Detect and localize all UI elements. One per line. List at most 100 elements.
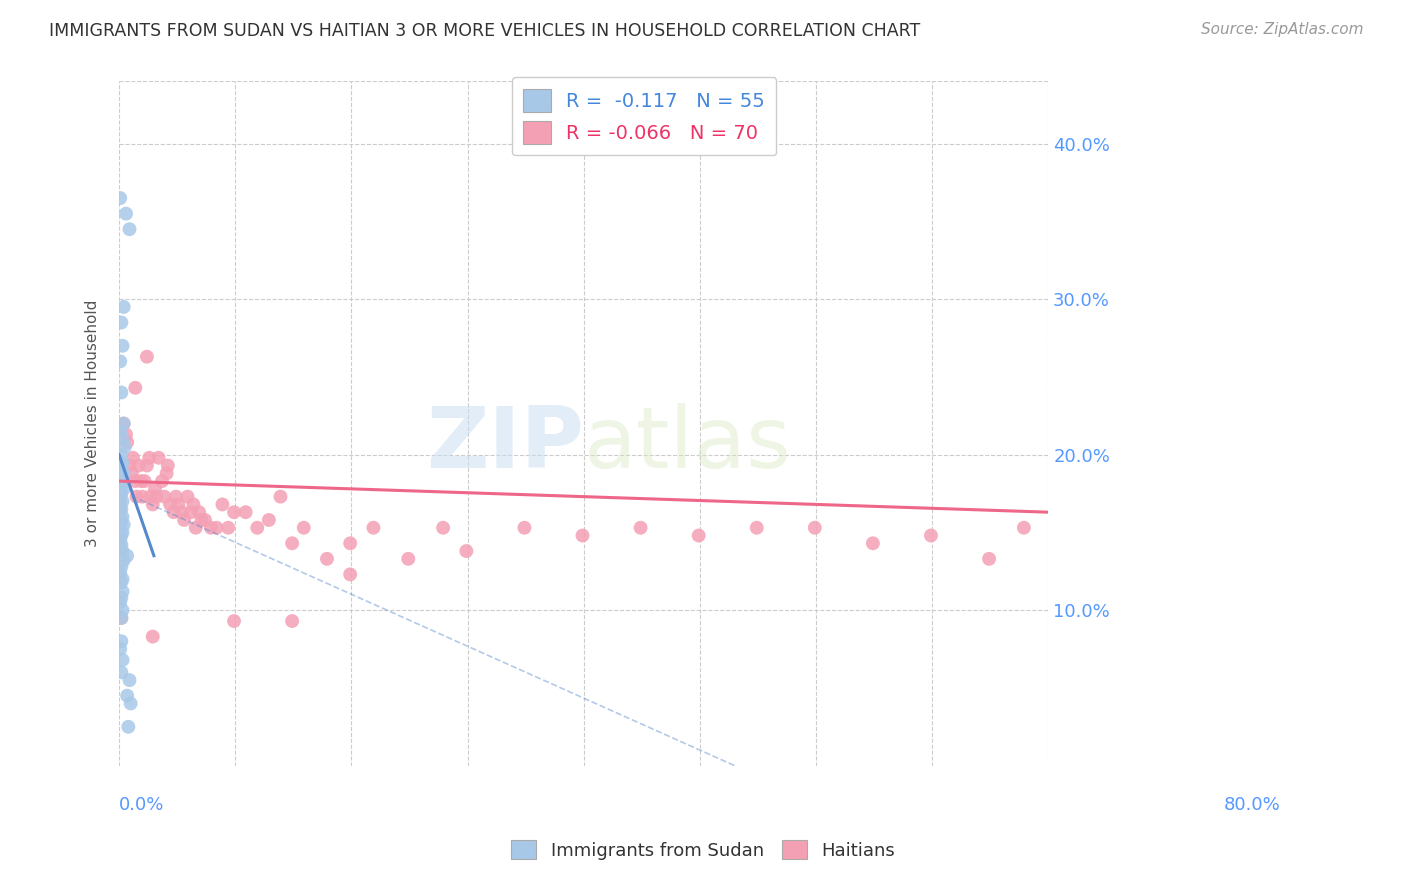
Point	[124, 381, 146, 395]
Point	[115, 689, 138, 703]
Text: ZIP: ZIP	[426, 402, 583, 485]
Point	[115, 427, 138, 442]
Point	[110, 479, 132, 493]
Point	[180, 505, 202, 519]
Point	[108, 566, 131, 580]
Text: 80.0%: 80.0%	[1223, 797, 1281, 814]
Point	[571, 528, 593, 542]
Point	[138, 450, 160, 465]
Point	[108, 455, 131, 469]
Point	[150, 474, 173, 488]
Point	[292, 521, 315, 535]
Point	[111, 544, 134, 558]
Point	[110, 575, 132, 590]
Point	[111, 572, 134, 586]
Point	[143, 482, 166, 496]
Point	[136, 458, 159, 473]
Point	[110, 611, 132, 625]
Point	[108, 642, 131, 657]
Point	[110, 486, 132, 500]
Point	[173, 513, 195, 527]
Point	[111, 653, 134, 667]
Point	[112, 482, 135, 496]
Point	[110, 502, 132, 516]
Point	[159, 497, 181, 511]
Legend: R =  -0.117   N = 55, R = -0.066   N = 70: R = -0.117 N = 55, R = -0.066 N = 70	[512, 78, 776, 155]
Point	[281, 614, 304, 628]
Point	[118, 458, 141, 473]
Point	[108, 595, 131, 609]
Point	[108, 494, 131, 508]
Point	[112, 553, 135, 567]
Point	[117, 720, 139, 734]
Point	[142, 630, 165, 644]
Point	[513, 521, 536, 535]
Point	[111, 494, 134, 508]
Point	[745, 521, 768, 535]
Point	[111, 455, 134, 469]
Point	[120, 697, 142, 711]
Point	[112, 300, 135, 314]
Point	[108, 517, 131, 532]
Point	[110, 513, 132, 527]
Point	[136, 350, 159, 364]
Point	[122, 450, 145, 465]
Point	[112, 467, 135, 481]
Point	[1012, 521, 1035, 535]
Point	[110, 538, 132, 552]
Point	[125, 490, 148, 504]
Point	[270, 490, 292, 504]
Point	[396, 551, 419, 566]
Point	[112, 417, 135, 431]
Text: Source: ZipAtlas.com: Source: ZipAtlas.com	[1201, 22, 1364, 37]
Point	[121, 467, 143, 481]
Point	[246, 521, 269, 535]
Point	[110, 316, 132, 330]
Point	[222, 614, 245, 628]
Point	[170, 505, 193, 519]
Point	[108, 425, 131, 439]
Point	[111, 603, 134, 617]
Point	[110, 528, 132, 542]
Point	[205, 521, 228, 535]
Point	[111, 339, 134, 353]
Point	[108, 486, 131, 500]
Y-axis label: 3 or more Vehicles in Household: 3 or more Vehicles in Household	[86, 300, 100, 547]
Point	[183, 497, 205, 511]
Point	[111, 432, 134, 446]
Point	[165, 490, 187, 504]
Point	[110, 559, 132, 574]
Point	[188, 505, 211, 519]
Point	[145, 490, 167, 504]
Point	[112, 517, 135, 532]
Point	[115, 206, 138, 220]
Point	[176, 490, 198, 504]
Legend: Immigrants from Sudan, Haitians: Immigrants from Sudan, Haitians	[503, 833, 903, 867]
Point	[108, 502, 131, 516]
Text: atlas: atlas	[583, 402, 792, 485]
Point	[111, 525, 134, 540]
Point	[281, 536, 304, 550]
Point	[920, 528, 942, 542]
Point	[110, 463, 132, 477]
Point	[118, 673, 141, 687]
Point	[131, 490, 153, 504]
Point	[108, 191, 131, 205]
Point	[124, 474, 146, 488]
Point	[167, 497, 190, 511]
Point	[630, 521, 652, 535]
Point	[156, 467, 179, 481]
Point	[257, 513, 280, 527]
Point	[211, 497, 233, 511]
Point	[111, 584, 134, 599]
Point	[108, 533, 131, 548]
Point	[108, 354, 131, 368]
Point	[129, 474, 152, 488]
Point	[110, 591, 132, 605]
Point	[118, 222, 141, 236]
Point	[222, 505, 245, 519]
Point	[363, 521, 385, 535]
Point	[163, 505, 186, 519]
Text: 0.0%: 0.0%	[120, 797, 165, 814]
Point	[111, 474, 134, 488]
